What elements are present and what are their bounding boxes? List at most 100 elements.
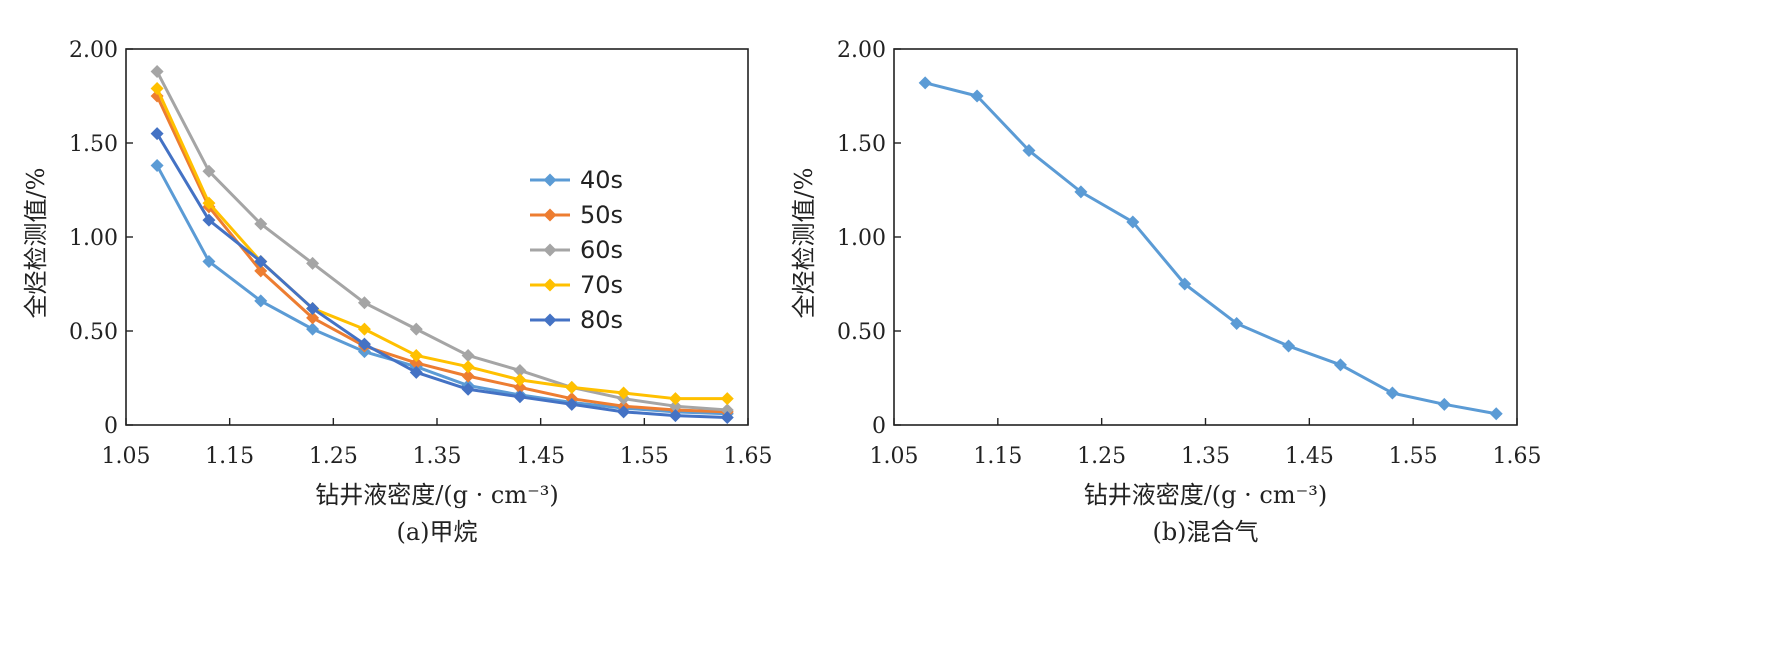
data-point [1074,185,1088,199]
data-point [150,81,164,95]
series-line-70s [155,87,728,401]
data-point [357,296,371,310]
series-line-60s [155,70,728,412]
series-line-series-1 [924,81,1497,416]
x-tick-label: 1.55 [620,444,669,469]
data-point [461,369,475,383]
series-line-80s [155,132,728,419]
series-line-40s [155,164,728,416]
legend-label: 70s [580,271,623,299]
y-tick-label: 0.50 [837,320,886,345]
data-point [1022,144,1036,158]
legend-swatch-marker [543,278,557,292]
data-point [1178,277,1192,291]
x-axis-label: 钻井液密度/(g · cm⁻³) [1084,481,1328,509]
data-point [565,380,579,394]
legend-label: 60s [580,236,623,264]
data-point [202,254,216,268]
legend-swatch-marker [543,208,557,222]
x-tick-label: 1.05 [102,444,151,469]
data-point [150,159,164,173]
chart-a-methane: 0 0.50 1.00 1.50 2.00 1.05 1.15 1.25 1.35 1.45 1.5… [22,38,772,546]
data-point [254,294,268,308]
data-point [306,311,320,325]
data-point [461,382,475,396]
data-point [150,127,164,141]
data-point [970,89,984,103]
legend-label: 80s [580,306,623,334]
y-tick-label: 0 [104,414,118,439]
data-point [254,264,268,278]
data-point [668,399,682,413]
chart-caption: (a)甲烷 [396,518,477,546]
data-point [254,217,268,231]
series-line-50s [155,95,728,414]
data-point [720,403,734,417]
data-point [357,322,371,336]
data-point [461,348,475,362]
y-tick-label: 1.50 [69,132,118,157]
y-tick-label: 1.00 [837,226,886,251]
x-tick-label: 1.25 [1077,444,1126,469]
data-point [513,380,527,394]
data-point [461,360,475,374]
data-point [202,196,216,210]
x-tick-label: 1.45 [516,444,565,469]
x-tick-label: 1.25 [309,444,358,469]
data-point [720,392,734,406]
legend: 40s 50s 60s 70s 80s [530,166,623,334]
x-tick-label: 1.65 [1493,444,1542,469]
data-point [306,301,320,315]
data-point [1437,397,1451,411]
data-point [617,386,631,400]
legend-swatch-marker [543,313,557,327]
data-point [306,256,320,270]
x-tick-label: 1.45 [1285,444,1334,469]
x-tick-label: 1.35 [1181,444,1230,469]
data-point [202,164,216,178]
legend-swatch-marker [543,173,557,187]
data-point [1230,316,1244,330]
x-tick-label: 1.55 [1389,444,1438,469]
data-point [720,410,734,424]
legend-label: 40s [580,166,623,194]
data-point [513,373,527,387]
data-point [254,254,268,268]
data-point [1333,358,1347,372]
data-point [409,365,423,379]
data-point [357,337,371,351]
data-point [409,322,423,336]
data-point [1282,339,1296,353]
data-point [409,348,423,362]
data-point [513,390,527,404]
data-point [617,405,631,419]
data-point [409,356,423,370]
data-point [202,213,216,227]
x-tick-label: 1.15 [973,444,1022,469]
legend-swatch-marker [543,243,557,257]
data-point [565,397,579,411]
data-point [306,322,320,336]
y-tick-label: 2.00 [69,38,118,63]
y-tick-label: 1.50 [837,132,886,157]
chart-b-mixed-gas: 0 0.50 1.00 1.50 2.00 1.05 1.15 1.25 1.35 1.45 1.5… [790,38,1541,546]
y-tick-label: 0.50 [69,320,118,345]
data-point [918,76,932,90]
data-point [513,363,527,377]
data-point [1385,386,1399,400]
x-tick-label: 1.35 [413,444,462,469]
data-point [150,65,164,79]
y-tick-label: 0 [872,414,886,439]
y-axis-label: 全烃检测值/% [790,168,818,319]
chart-caption: (b)混合气 [1152,518,1258,546]
data-point [1126,215,1140,229]
x-tick-label: 1.65 [724,444,773,469]
data-point [668,409,682,423]
x-tick-label: 1.05 [870,444,919,469]
y-axis-label: 全烃检测值/% [22,168,50,319]
data-point [1489,407,1503,421]
y-tick-label: 1.00 [69,226,118,251]
y-tick-label: 2.00 [837,38,886,63]
x-tick-label: 1.15 [205,444,254,469]
